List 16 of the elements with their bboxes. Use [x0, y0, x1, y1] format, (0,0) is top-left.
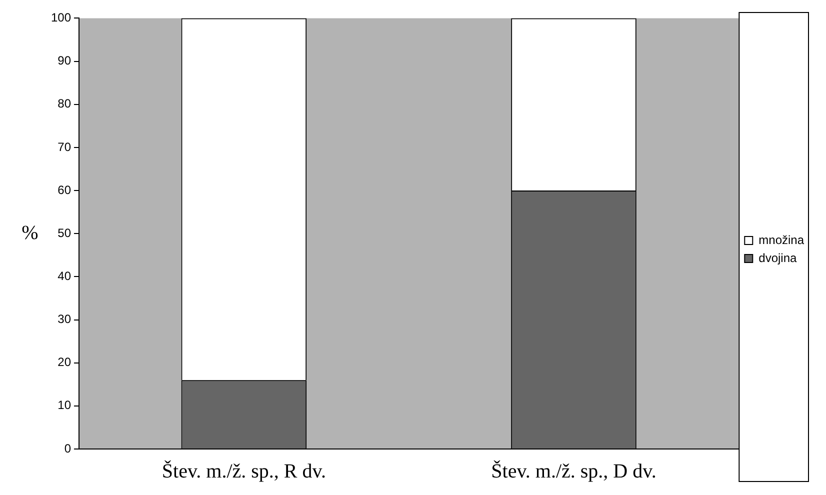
- x-tick-label: Štev. m./ž. sp., D dv.: [491, 459, 656, 482]
- x-tick-label: Štev. m./ž. sp., R dv.: [162, 459, 326, 482]
- y-tick-label: 50: [58, 226, 72, 240]
- y-tick-label: 30: [58, 312, 72, 326]
- y-tick-label: 40: [58, 268, 72, 283]
- y-tick-label: 60: [58, 182, 72, 197]
- legend-label: dvojina: [758, 250, 797, 265]
- y-tick-label: 10: [58, 398, 72, 412]
- y-tick-label: 100: [50, 10, 72, 25]
- y-tick-label: 90: [58, 54, 72, 68]
- legend-label: množina: [758, 232, 804, 247]
- y-tick-label: 80: [58, 96, 72, 111]
- y-axis-title: %: [22, 222, 38, 244]
- y-tick-label: 70: [58, 140, 72, 154]
- y-tick-label: 0: [64, 441, 72, 456]
- y-tick-label: 20: [58, 355, 72, 370]
